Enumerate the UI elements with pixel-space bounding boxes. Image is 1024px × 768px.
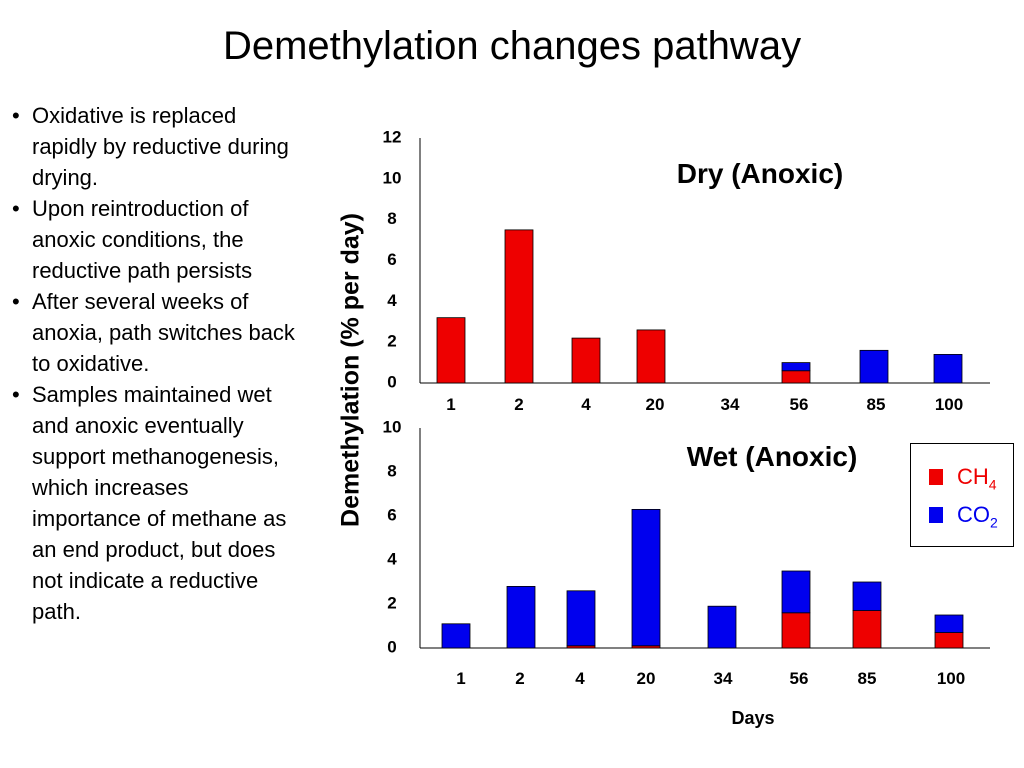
bar-ch4-100 [934, 632, 964, 649]
bullet-text: Oxidative is replaced rapidly by reducti… [32, 103, 289, 190]
y-tick-label: 6 [387, 505, 396, 524]
bullet-marker: • [12, 196, 20, 221]
bullet-text: Upon reintroduction of anoxic conditions… [32, 196, 253, 283]
x-tick-label: 100 [937, 669, 965, 688]
bar-co2-100 [934, 614, 964, 634]
bar-co2-56 [781, 570, 811, 614]
x-tick-label: 85 [867, 395, 886, 414]
bar-ch4-85 [852, 610, 882, 649]
bullet-marker: • [12, 289, 20, 314]
bar-co2-34 [707, 605, 737, 649]
x-tick-label: 4 [581, 395, 591, 414]
bar-co2-4 [566, 590, 596, 647]
bar-co2-1 [441, 623, 471, 649]
bar-ch4-2 [504, 229, 534, 384]
bar-co2-2 [506, 586, 536, 649]
y-tick-label: 8 [387, 209, 396, 228]
x-tick-label: 85 [858, 669, 877, 688]
bullet-item: • Samples maintained wet and anoxic even… [10, 379, 300, 627]
y-tick-label: 8 [387, 461, 396, 480]
bar-ch4-56 [781, 370, 811, 384]
x-tick-label: 20 [637, 669, 656, 688]
bar-co2-20 [631, 508, 661, 647]
x-tick-label: 4 [575, 669, 585, 688]
x-axis-label: Days [731, 708, 774, 728]
bullet-item: • Upon reintroduction of anoxic conditio… [10, 193, 300, 286]
x-tick-label: 2 [514, 395, 523, 414]
x-tick-label: 56 [790, 669, 809, 688]
bullet-item: • Oxidative is replaced rapidly by reduc… [10, 100, 300, 193]
legend-label-ch4: CH4 [957, 464, 997, 493]
bar-ch4-4 [571, 337, 601, 384]
y-tick-label: 0 [387, 372, 396, 391]
legend-swatch-co2 [929, 507, 943, 523]
x-tick-label: 20 [646, 395, 665, 414]
legend-swatch-ch4 [929, 469, 943, 485]
bar-ch4-56 [781, 612, 811, 649]
x-tick-label: 1 [446, 395, 455, 414]
bar-ch4-1 [436, 317, 466, 384]
wet-panel-title: Wet (Anoxic) [687, 441, 858, 472]
x-tick-label: 34 [721, 395, 740, 414]
x-tick-label: 56 [790, 395, 809, 414]
y-tick-label: 10 [383, 417, 402, 436]
legend-label-co2: CO2 [957, 502, 998, 531]
y-axis-label: Demethylation (% per day) [337, 213, 365, 527]
bar-ch4-20 [636, 329, 666, 384]
x-tick-label: 34 [714, 669, 733, 688]
x-tick-label: 1 [456, 669, 465, 688]
bar-co2-85 [852, 581, 882, 612]
bullet-list: • Oxidative is replaced rapidly by reduc… [10, 100, 300, 627]
bullet-item: • After several weeks of anoxia, path sw… [10, 286, 300, 379]
y-tick-label: 2 [387, 593, 396, 612]
bullet-marker: • [12, 382, 20, 407]
slide-title: Demethylation changes pathway [222, 24, 802, 68]
bar-co2-56 [781, 362, 811, 372]
y-tick-label: 12 [383, 127, 402, 146]
y-tick-label: 4 [387, 291, 397, 310]
legend: CH4 CO2 [910, 443, 1014, 547]
x-tick-label: 100 [935, 395, 963, 414]
bar-co2-100 [933, 354, 963, 384]
y-tick-label: 4 [387, 549, 397, 568]
bullet-text: Samples maintained wet and anoxic eventu… [32, 382, 287, 624]
y-tick-label: 10 [383, 168, 402, 187]
bullet-text: After several weeks of anoxia, path swit… [32, 289, 295, 376]
dry-panel-title: Dry (Anoxic) [677, 158, 843, 189]
x-tick-label: 2 [515, 669, 524, 688]
y-tick-label: 2 [387, 332, 396, 351]
y-tick-label: 0 [387, 637, 396, 656]
y-tick-label: 6 [387, 250, 396, 269]
bullet-marker: • [12, 103, 20, 128]
bar-co2-85 [859, 349, 889, 384]
